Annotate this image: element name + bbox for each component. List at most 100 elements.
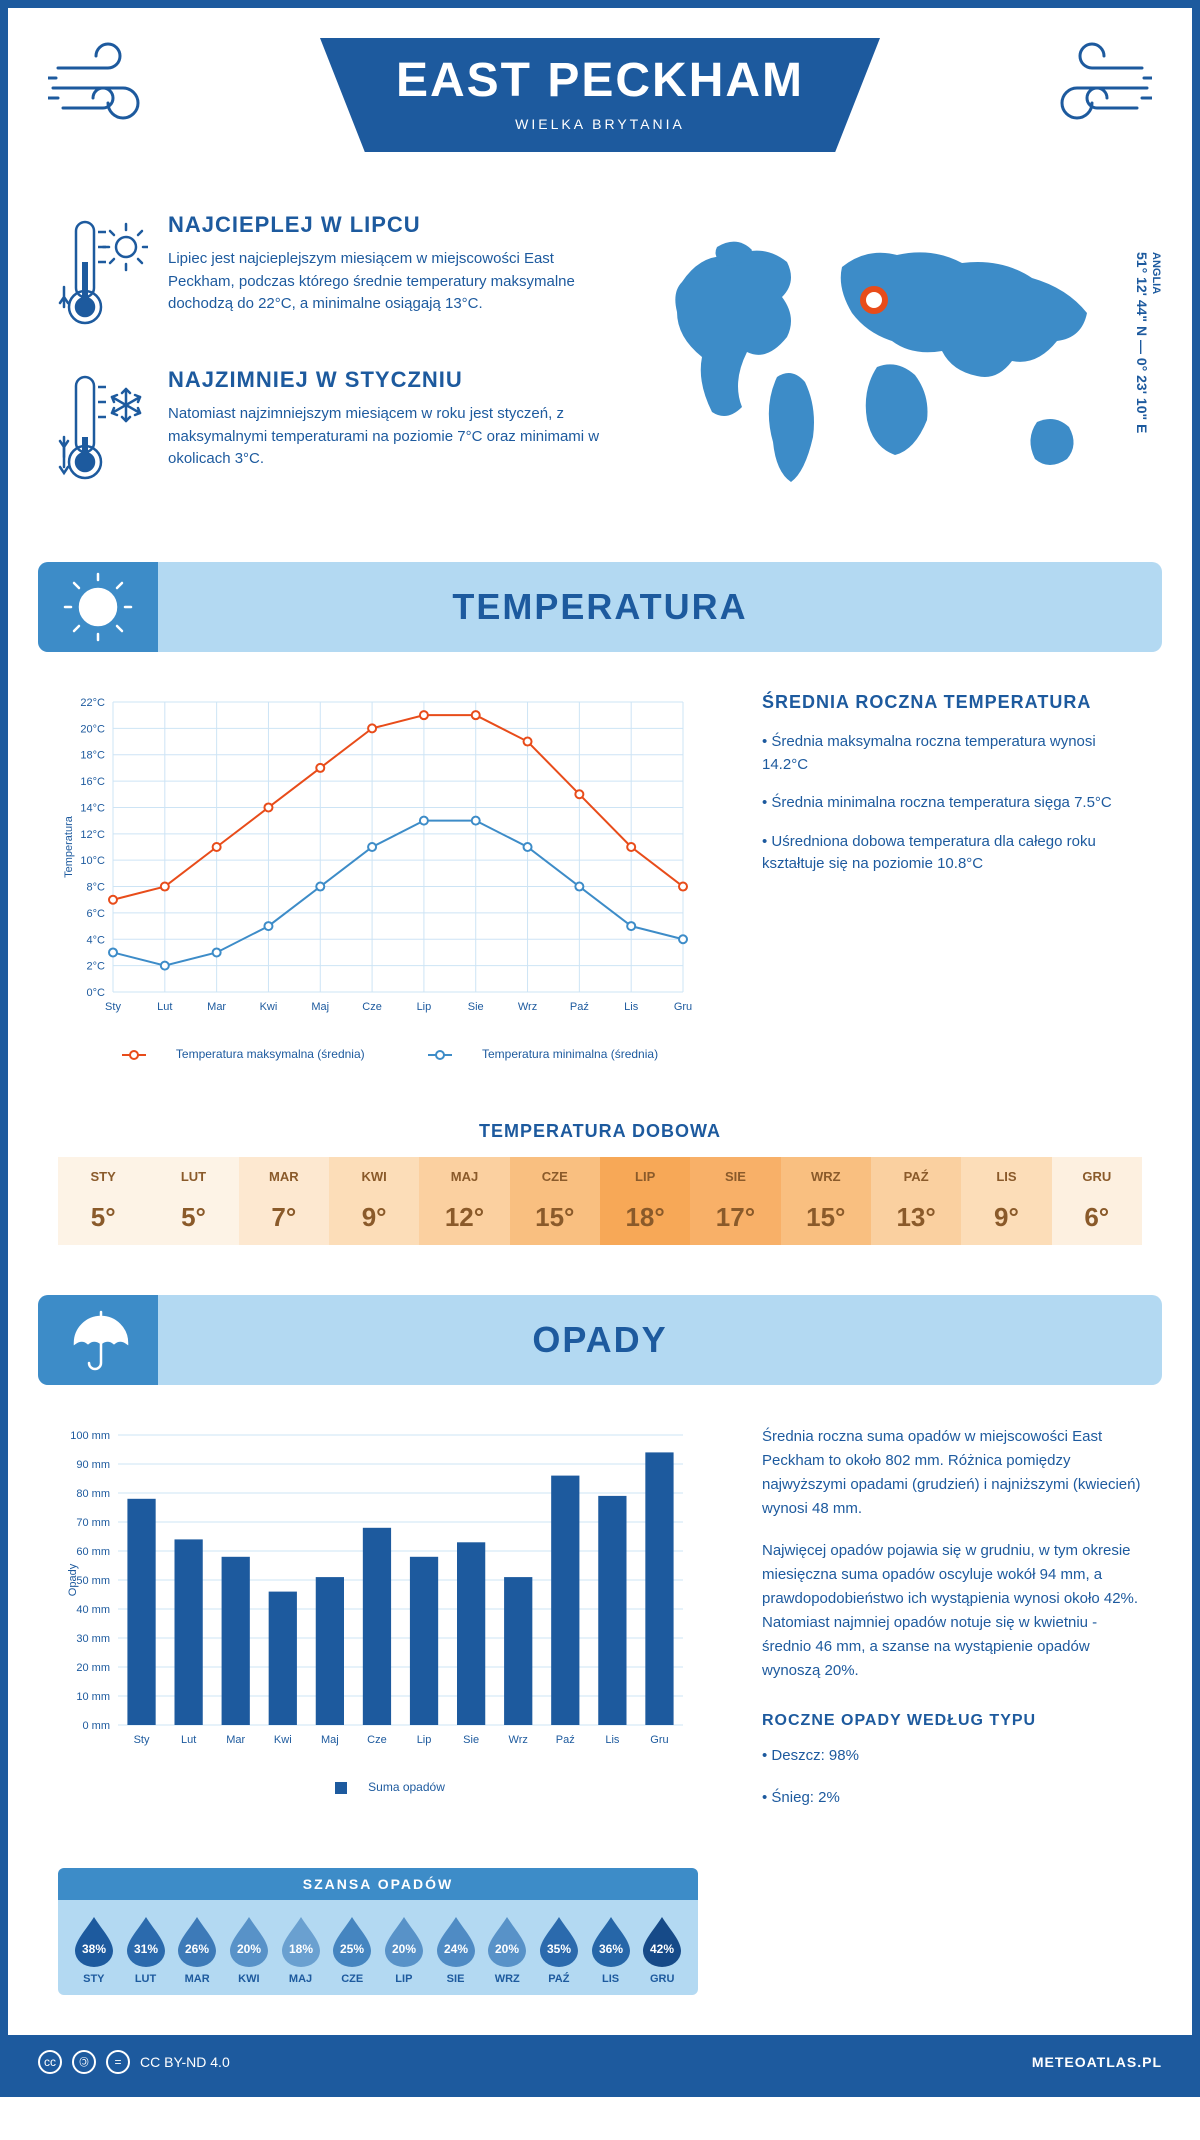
cc-icon: cc [38,2050,62,2074]
avg-temp-bullet: • Średnia minimalna roczna temperatura s… [762,792,1142,815]
thermometer-hot-icon [58,212,148,337]
world-map: ANGLIA 51° 12' 44" N — 0° 23' 10" E [642,212,1142,522]
precip-chart-legend: Suma opadów [58,1780,722,1794]
chance-drop: 20% WRZ [481,1915,533,1985]
avg-temp-bullet: • Średnia maksymalna roczna temperatura … [762,731,1142,776]
svg-text:60 mm: 60 mm [76,1546,110,1558]
temperature-title: TEMPERATURA [158,586,1162,628]
chance-drop: 38% STY [68,1915,120,1985]
svg-text:Sty: Sty [134,1734,150,1746]
svg-text:20°C: 20°C [80,723,105,735]
svg-text:38%: 38% [82,1942,106,1956]
location-title: EAST PECKHAM [380,53,820,108]
sun-icon [38,562,158,652]
svg-text:20 mm: 20 mm [76,1662,110,1674]
svg-text:Mar: Mar [207,1001,226,1013]
svg-text:30 mm: 30 mm [76,1633,110,1645]
precipitation-section-header: OPADY [38,1295,1162,1385]
coldest-title: NAJZIMNIEJ W STYCZNIU [168,367,602,393]
daily-temp-cell: LIP18° [600,1157,690,1245]
precipitation-title: OPADY [158,1319,1162,1361]
infographic-page: EAST PECKHAM WIELKA BRYTANIA [0,0,1200,2097]
daily-temp-cell: LUT5° [148,1157,238,1245]
svg-text:Temperatura: Temperatura [63,815,75,878]
svg-text:Kwi: Kwi [274,1734,292,1746]
svg-text:Maj: Maj [311,1001,329,1013]
svg-text:Wrz: Wrz [518,1001,537,1013]
temperature-summary: ŚREDNIA ROCZNA TEMPERATURA • Średnia mak… [762,692,1142,1061]
temperature-line-chart: 0°C2°C4°C6°C8°C10°C12°C14°C16°C18°C20°C2… [58,692,722,1061]
svg-text:2°C: 2°C [87,961,106,973]
site-name: METEOATLAS.PL [1032,2054,1162,2070]
svg-text:42%: 42% [650,1942,674,1956]
chance-drop: 20% KWI [223,1915,275,1985]
precip-paragraph: Średnia roczna suma opadów w miejscowośc… [762,1425,1142,1521]
svg-text:0 mm: 0 mm [83,1720,111,1732]
svg-text:18%: 18% [289,1942,313,1956]
daily-temp-cell: MAJ12° [419,1157,509,1245]
daily-temp-title: TEMPERATURA DOBOWA [8,1121,1192,1142]
daily-temp-cell: SIE17° [690,1157,780,1245]
daily-temp-cell: PAŹ13° [871,1157,961,1245]
svg-text:36%: 36% [599,1942,623,1956]
coldest-block: NAJZIMNIEJ W STYCZNIU Natomiast najzimni… [58,367,602,492]
svg-text:18°C: 18°C [80,750,105,762]
svg-text:100 mm: 100 mm [70,1430,110,1442]
svg-text:20%: 20% [495,1942,519,1956]
svg-text:Sie: Sie [463,1734,479,1746]
svg-text:Gru: Gru [674,1001,692,1013]
svg-text:Cze: Cze [362,1001,382,1013]
chance-title: SZANSA OPADÓW [58,1868,698,1900]
svg-text:22°C: 22°C [80,697,105,709]
svg-text:Sie: Sie [468,1001,484,1013]
svg-text:Sty: Sty [105,1001,121,1013]
svg-text:Paź: Paź [570,1001,589,1013]
precip-paragraph: Najwięcej opadów pojawia się w grudniu, … [762,1539,1142,1683]
region-label: ANGLIA [1150,252,1162,429]
svg-text:Paź: Paź [556,1734,575,1746]
daily-temp-cell: GRU6° [1052,1157,1142,1245]
by-icon: 🄯 [72,2050,96,2074]
precipitation-summary: Średnia roczna suma opadów w miejscowośc… [762,1425,1142,1828]
chance-drop: 18% MAJ [275,1915,327,1985]
svg-text:31%: 31% [133,1942,157,1956]
daily-temp-table: STY5°LUT5°MAR7°KWI9°MAJ12°CZE15°LIP18°SI… [58,1157,1142,1245]
svg-text:8°C: 8°C [87,882,106,894]
svg-text:Mar: Mar [226,1734,245,1746]
svg-text:Lip: Lip [417,1001,432,1013]
avg-temp-title: ŚREDNIA ROCZNA TEMPERATURA [762,692,1142,713]
chance-drop: 20% LIP [378,1915,430,1985]
daily-temp-cell: MAR7° [239,1157,329,1245]
svg-text:20%: 20% [392,1942,416,1956]
daily-temp-cell: WRZ15° [781,1157,871,1245]
svg-text:Lip: Lip [417,1734,432,1746]
coldest-text: Natomiast najzimniejszym miesiącem w rok… [168,403,602,471]
warmest-text: Lipiec jest najcieplejszym miesiącem w m… [168,248,602,316]
svg-text:Cze: Cze [367,1734,387,1746]
svg-text:16°C: 16°C [80,776,105,788]
svg-text:Opady: Opady [67,1563,79,1596]
daily-temp-cell: STY5° [58,1157,148,1245]
svg-text:Kwi: Kwi [260,1001,278,1013]
svg-text:Maj: Maj [321,1734,339,1746]
temperature-section-header: TEMPERATURA [38,562,1162,652]
header: EAST PECKHAM WIELKA BRYTANIA [8,8,1192,192]
svg-text:Lis: Lis [624,1001,639,1013]
wind-icon [1032,38,1152,133]
svg-text:25%: 25% [340,1942,364,1956]
svg-text:Lut: Lut [157,1001,172,1013]
svg-text:10°C: 10°C [80,855,105,867]
chance-drop: 26% MAR [171,1915,223,1985]
umbrella-icon [38,1295,158,1385]
svg-text:12°C: 12°C [80,829,105,841]
chance-drop: 35% PAŹ [533,1915,585,1985]
svg-text:80 mm: 80 mm [76,1488,110,1500]
nd-icon: = [106,2050,130,2074]
warmest-block: NAJCIEPLEJ W LIPCU Lipiec jest najcieple… [58,212,602,337]
svg-text:Wrz: Wrz [509,1734,528,1746]
license-text: CC BY-ND 4.0 [140,2054,230,2070]
svg-text:4°C: 4°C [87,934,106,946]
country-subtitle: WIELKA BRYTANIA [380,116,820,132]
svg-text:90 mm: 90 mm [76,1459,110,1471]
coords-text: 51° 12' 44" N — 0° 23' 10" E [1134,252,1150,433]
